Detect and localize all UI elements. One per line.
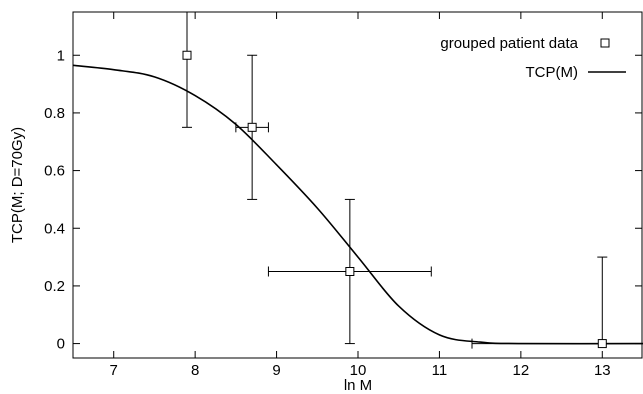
y-axis-title: TCP(M; D=70Gy)	[9, 127, 26, 243]
x-tick-label: 9	[272, 362, 280, 379]
square-marker	[182, 50, 192, 60]
y-tick-label: 0.6	[44, 163, 65, 180]
y-tick-label: 0	[57, 336, 65, 353]
tcp-curve	[72, 64, 643, 345]
square-marker	[247, 122, 257, 132]
data-point	[267, 198, 432, 345]
x-tick-label: 12	[513, 362, 530, 379]
x-tick-label: 11	[432, 362, 448, 379]
tick-labels: 7 8 9 10 11 12 13 0 0.2 0.4 0.6 0.8 1	[44, 47, 610, 379]
tick-marks	[73, 12, 642, 358]
square-marker	[597, 339, 607, 349]
y-tick-label: 0.4	[44, 220, 65, 237]
data-point	[182, 11, 192, 128]
tcp-curve-layer	[72, 64, 643, 345]
x-tick-label: 7	[110, 362, 118, 379]
x-tick-label: 8	[191, 362, 199, 379]
legend-marker-square	[600, 38, 610, 48]
x-axis-title: ln M	[344, 377, 372, 394]
y-tick-label: 0.2	[44, 278, 65, 295]
legend: grouped patient data TCP(M)	[440, 35, 626, 81]
x-tick-label: 10	[350, 362, 367, 379]
square-marker	[345, 267, 355, 276]
data-point	[471, 256, 642, 349]
y-tick-label: 1	[57, 47, 65, 64]
data-point	[235, 54, 269, 200]
data-points-layer	[182, 11, 642, 349]
legend-label-grouped-patient-data: grouped patient data	[440, 35, 578, 52]
legend-label-tcp: TCP(M)	[526, 64, 579, 81]
y-tick-label: 0.8	[44, 105, 65, 122]
x-tick-label: 13	[594, 362, 611, 379]
